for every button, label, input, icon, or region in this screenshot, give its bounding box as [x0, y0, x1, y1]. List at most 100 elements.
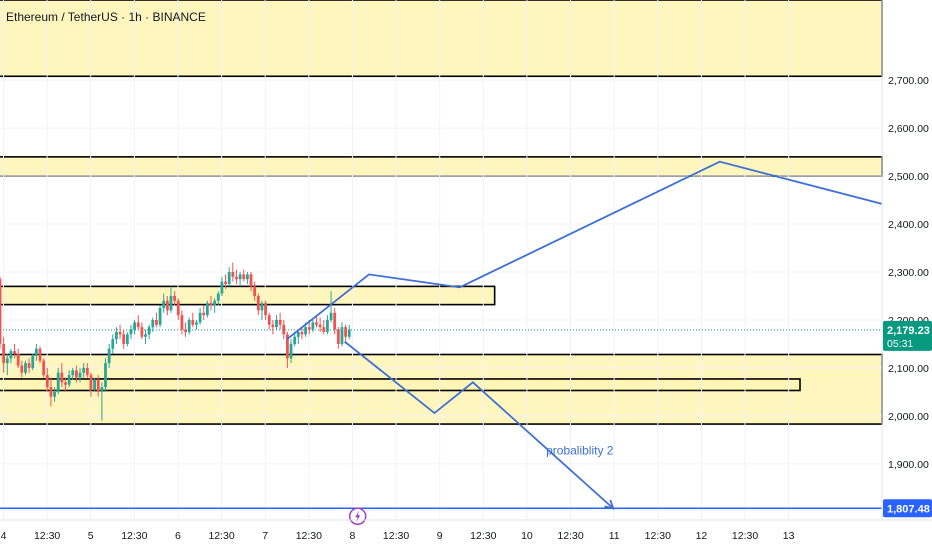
- candle: [115, 327, 118, 344]
- candle: [278, 312, 282, 330]
- candle-body: [107, 348, 111, 364]
- time-tick-label: 12:30: [121, 530, 147, 542]
- candle-body: [300, 331, 304, 335]
- candle-body: [45, 375, 49, 388]
- candle: [202, 305, 206, 320]
- candle: [136, 315, 140, 330]
- candle-body: [67, 375, 71, 385]
- candle-body: [100, 387, 104, 392]
- candle: [162, 293, 166, 313]
- candle-body: [125, 334, 129, 344]
- candle: [249, 271, 253, 292]
- candle: [165, 295, 169, 316]
- candle: [71, 367, 75, 380]
- time-axis[interactable]: 4 12:30 5 12:30 6 12:30 7 12:30 8 12:30 9 12:30 10 12…: [0, 519, 932, 542]
- candle: [242, 269, 246, 282]
- candle-countdown-label: 05:31: [887, 338, 913, 350]
- candle-body: [326, 319, 329, 332]
- price-axis[interactable]: 2,700.00 2,600.00 2,500.00 2,400.00 2,300.00…: [881, 0, 932, 520]
- candle-body: [195, 322, 198, 325]
- candle-body: [340, 327, 344, 344]
- candle-body: [267, 315, 271, 325]
- candle-body: [242, 274, 246, 280]
- candle: [253, 281, 257, 301]
- time-tick-label: 12: [696, 530, 708, 542]
- price-tick-label: 2,000.00: [888, 411, 929, 423]
- candle-body: [213, 300, 217, 306]
- candle-body: [224, 281, 227, 284]
- price-tick-label: 2,400.00: [888, 219, 929, 231]
- time-tick-label: 6: [175, 530, 181, 542]
- candle-body: [278, 319, 282, 325]
- candle-body: [169, 295, 173, 311]
- candle-body: [96, 379, 100, 392]
- candle-body: [89, 375, 93, 390]
- time-tick-label: 12:30: [470, 530, 496, 542]
- price-tick-label: 2,300.00: [888, 267, 929, 279]
- annotation-label: probaliblity 2: [546, 443, 614, 457]
- time-tick-label: 10: [521, 530, 533, 542]
- candle: [100, 382, 104, 421]
- candle: [16, 348, 20, 368]
- candle: [53, 387, 56, 402]
- candle: [64, 377, 67, 392]
- candle: [300, 327, 304, 340]
- candle-body: [56, 372, 60, 392]
- candle: [151, 317, 155, 332]
- candle-body: [151, 319, 155, 328]
- candle-body: [205, 303, 209, 316]
- candle: [0, 276, 2, 349]
- candle: [245, 271, 249, 284]
- candle: [227, 267, 231, 287]
- candle-body: [322, 327, 326, 332]
- candle: [289, 339, 293, 364]
- candle: [56, 367, 60, 395]
- level-price-badge-bg: [883, 499, 932, 518]
- candle-body: [82, 367, 86, 373]
- candle: [60, 363, 64, 388]
- candle-body: [260, 303, 264, 311]
- zone-0: [0, 0, 883, 78]
- candle-body: [282, 324, 286, 335]
- candle: [282, 319, 286, 340]
- candle-body: [5, 358, 9, 364]
- candle: [267, 312, 271, 330]
- candle: [82, 363, 86, 378]
- candle: [13, 343, 16, 359]
- candle-body: [315, 322, 318, 325]
- candle: [293, 331, 297, 347]
- candle-body: [155, 319, 158, 325]
- candle: [158, 305, 162, 328]
- candle: [326, 315, 329, 335]
- candle: [329, 291, 333, 323]
- level-price-badge: 1,807.48: [883, 499, 932, 518]
- annotations-layer: probaliblity 2: [348, 443, 614, 526]
- candle-body: [162, 300, 166, 308]
- candle-body: [53, 391, 56, 397]
- candle-body: [9, 351, 13, 359]
- candle-body: [71, 370, 75, 376]
- time-tick-label: 12:30: [557, 530, 583, 542]
- candle: [34, 343, 38, 361]
- candle-body: [42, 360, 46, 376]
- candle: [144, 329, 147, 344]
- candle-body: [49, 387, 53, 397]
- candle: [336, 327, 340, 349]
- candle: [275, 315, 278, 330]
- candle: [27, 358, 31, 373]
- candle-body: [31, 355, 35, 368]
- time-tick-label: 9: [437, 530, 443, 542]
- candle-body: [34, 348, 38, 356]
- candle: [155, 312, 158, 328]
- candle-body: [0, 279, 2, 344]
- candle: [169, 286, 173, 313]
- time-tick-label: 7: [262, 530, 268, 542]
- candle-body: [198, 312, 202, 323]
- price-tick-label: 2,500.00: [888, 171, 929, 183]
- candle-body: [129, 329, 133, 335]
- candle-body: [238, 274, 242, 280]
- candle-body: [245, 274, 249, 280]
- arrow-head-icon: [604, 499, 615, 510]
